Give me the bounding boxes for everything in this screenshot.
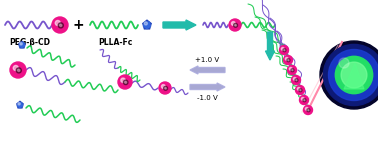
Circle shape xyxy=(161,85,165,88)
FancyArrow shape xyxy=(265,32,274,60)
Circle shape xyxy=(296,85,305,95)
Text: +1.0 V: +1.0 V xyxy=(195,57,219,63)
FancyArrow shape xyxy=(163,20,196,30)
Polygon shape xyxy=(344,63,364,89)
Circle shape xyxy=(164,86,167,90)
Circle shape xyxy=(281,47,284,50)
Circle shape xyxy=(303,99,306,102)
Circle shape xyxy=(234,23,237,27)
Text: +: + xyxy=(72,18,84,32)
Circle shape xyxy=(295,79,298,82)
Text: PEG-β-CD: PEG-β-CD xyxy=(9,38,51,47)
Polygon shape xyxy=(17,101,23,108)
Circle shape xyxy=(335,56,373,94)
Circle shape xyxy=(284,56,293,64)
Circle shape xyxy=(144,22,147,25)
Circle shape xyxy=(341,62,367,88)
Circle shape xyxy=(320,41,378,109)
Circle shape xyxy=(125,81,127,83)
Polygon shape xyxy=(19,41,25,48)
Polygon shape xyxy=(143,20,151,29)
Circle shape xyxy=(118,75,132,89)
Circle shape xyxy=(18,103,20,105)
Circle shape xyxy=(339,58,349,68)
Polygon shape xyxy=(19,43,25,48)
Circle shape xyxy=(285,57,288,60)
Polygon shape xyxy=(144,22,150,29)
Circle shape xyxy=(58,23,64,28)
Circle shape xyxy=(279,45,288,55)
Polygon shape xyxy=(17,103,23,108)
Circle shape xyxy=(283,49,286,52)
Circle shape xyxy=(18,69,20,72)
Circle shape xyxy=(301,97,304,100)
Circle shape xyxy=(293,77,296,80)
Circle shape xyxy=(292,70,293,71)
Circle shape xyxy=(300,90,301,91)
Text: -1.0 V: -1.0 V xyxy=(197,95,217,101)
Circle shape xyxy=(288,60,289,61)
Circle shape xyxy=(16,68,22,73)
Circle shape xyxy=(235,24,237,26)
Text: PLLA-Fc: PLLA-Fc xyxy=(98,38,132,47)
Circle shape xyxy=(299,89,302,92)
Circle shape xyxy=(165,87,166,89)
Circle shape xyxy=(124,80,128,85)
Circle shape xyxy=(52,17,68,33)
FancyArrow shape xyxy=(190,66,225,74)
Circle shape xyxy=(55,20,60,26)
Circle shape xyxy=(304,100,305,101)
Circle shape xyxy=(229,19,241,31)
Circle shape xyxy=(289,67,292,70)
Circle shape xyxy=(159,82,171,94)
Circle shape xyxy=(13,65,18,71)
Circle shape xyxy=(231,22,235,25)
Circle shape xyxy=(287,59,290,62)
Circle shape xyxy=(297,87,300,90)
Circle shape xyxy=(307,109,310,112)
Circle shape xyxy=(328,49,378,100)
Circle shape xyxy=(304,105,313,115)
Circle shape xyxy=(284,50,285,51)
Circle shape xyxy=(296,80,297,81)
Circle shape xyxy=(291,69,294,72)
Circle shape xyxy=(288,65,296,75)
Circle shape xyxy=(324,44,378,106)
Circle shape xyxy=(60,24,62,27)
Circle shape xyxy=(10,62,26,78)
Circle shape xyxy=(299,96,308,104)
Circle shape xyxy=(305,107,308,110)
FancyArrow shape xyxy=(190,83,225,91)
Circle shape xyxy=(20,43,22,45)
Circle shape xyxy=(121,78,125,83)
Circle shape xyxy=(308,110,309,111)
Circle shape xyxy=(291,76,301,84)
